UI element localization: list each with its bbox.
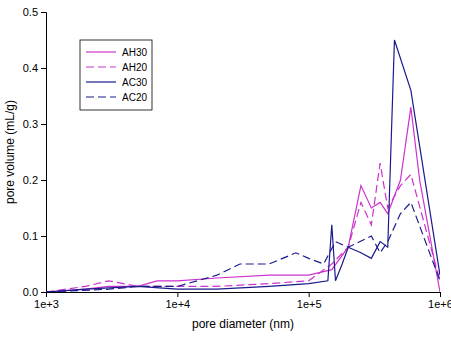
x-axis-title: pore diameter (nm) bbox=[192, 317, 294, 331]
y-axis-line bbox=[41, 13, 47, 293]
legend-label: AH30 bbox=[122, 47, 147, 58]
x-tick: 1e+4 bbox=[165, 292, 190, 310]
chart-svg: 1e+31e+41e+51e+60.00.10.20.30.40.5AH30AH… bbox=[0, 0, 451, 342]
legend-label: AC30 bbox=[122, 77, 147, 88]
y-axis: 0.0 0.1 0.2 0.3 0.4 0.5 bbox=[23, 6, 47, 298]
y-tick-mark bbox=[41, 12, 46, 13]
legend-box bbox=[80, 40, 152, 110]
x-axis: 1e+3 1e+4 1e+5 1e+6 bbox=[34, 292, 451, 310]
y-tick-label: 0.1 bbox=[23, 230, 38, 242]
legend-swatch bbox=[86, 81, 116, 82]
x-tick-mark bbox=[440, 292, 441, 297]
y-tick-mark bbox=[41, 180, 46, 181]
plot-area: 1e+31e+41e+51e+60.00.10.20.30.40.5AH30AH… bbox=[23, 6, 451, 310]
legend-label: AH20 bbox=[122, 62, 147, 73]
x-tick-mark bbox=[177, 292, 178, 297]
y-tick-label: 0.5 bbox=[23, 6, 38, 18]
legend: AH30 AH20 AC30 AC20 bbox=[80, 40, 152, 110]
x-tick-label: 1e+5 bbox=[297, 298, 322, 310]
y-tick-mark bbox=[41, 124, 46, 125]
y-tick-label: 0.0 bbox=[23, 286, 38, 298]
y-tick: 0.1 bbox=[23, 230, 46, 242]
series-line bbox=[46, 107, 440, 292]
y-tick-label: 0.4 bbox=[23, 62, 38, 74]
y-tick: 0.5 bbox=[23, 6, 46, 18]
x-tick: 1e+6 bbox=[428, 292, 451, 310]
y-tick: 0.4 bbox=[23, 62, 46, 74]
y-tick: 0.0 bbox=[23, 286, 46, 298]
y-tick-label: 0.3 bbox=[23, 118, 38, 130]
series-lines bbox=[46, 40, 440, 292]
x-axis-line bbox=[47, 293, 441, 298]
legend-swatch bbox=[86, 66, 116, 67]
series-line bbox=[46, 202, 440, 292]
series-line bbox=[46, 163, 440, 292]
chart-container: 1e+31e+41e+51e+60.00.10.20.30.40.5AH30AH… bbox=[0, 0, 451, 342]
y-tick-mark bbox=[41, 68, 46, 69]
series-line bbox=[46, 40, 440, 292]
y-tick-label: 0.2 bbox=[23, 174, 38, 186]
x-tick-label: 1e+4 bbox=[165, 298, 190, 310]
y-tick: 0.3 bbox=[23, 118, 46, 130]
legend-label: AC20 bbox=[122, 92, 147, 103]
x-tick-mark bbox=[309, 292, 310, 297]
y-tick-mark bbox=[41, 292, 46, 293]
x-tick-label: 1e+3 bbox=[34, 298, 59, 310]
y-tick: 0.2 bbox=[23, 174, 46, 186]
legend-swatch bbox=[86, 96, 116, 97]
x-tick: 1e+5 bbox=[297, 292, 322, 310]
y-axis-title: pore volume (mL/g) bbox=[3, 100, 17, 204]
x-tick-label: 1e+6 bbox=[428, 298, 451, 310]
legend-swatch bbox=[86, 51, 116, 52]
y-tick-mark bbox=[41, 236, 46, 237]
